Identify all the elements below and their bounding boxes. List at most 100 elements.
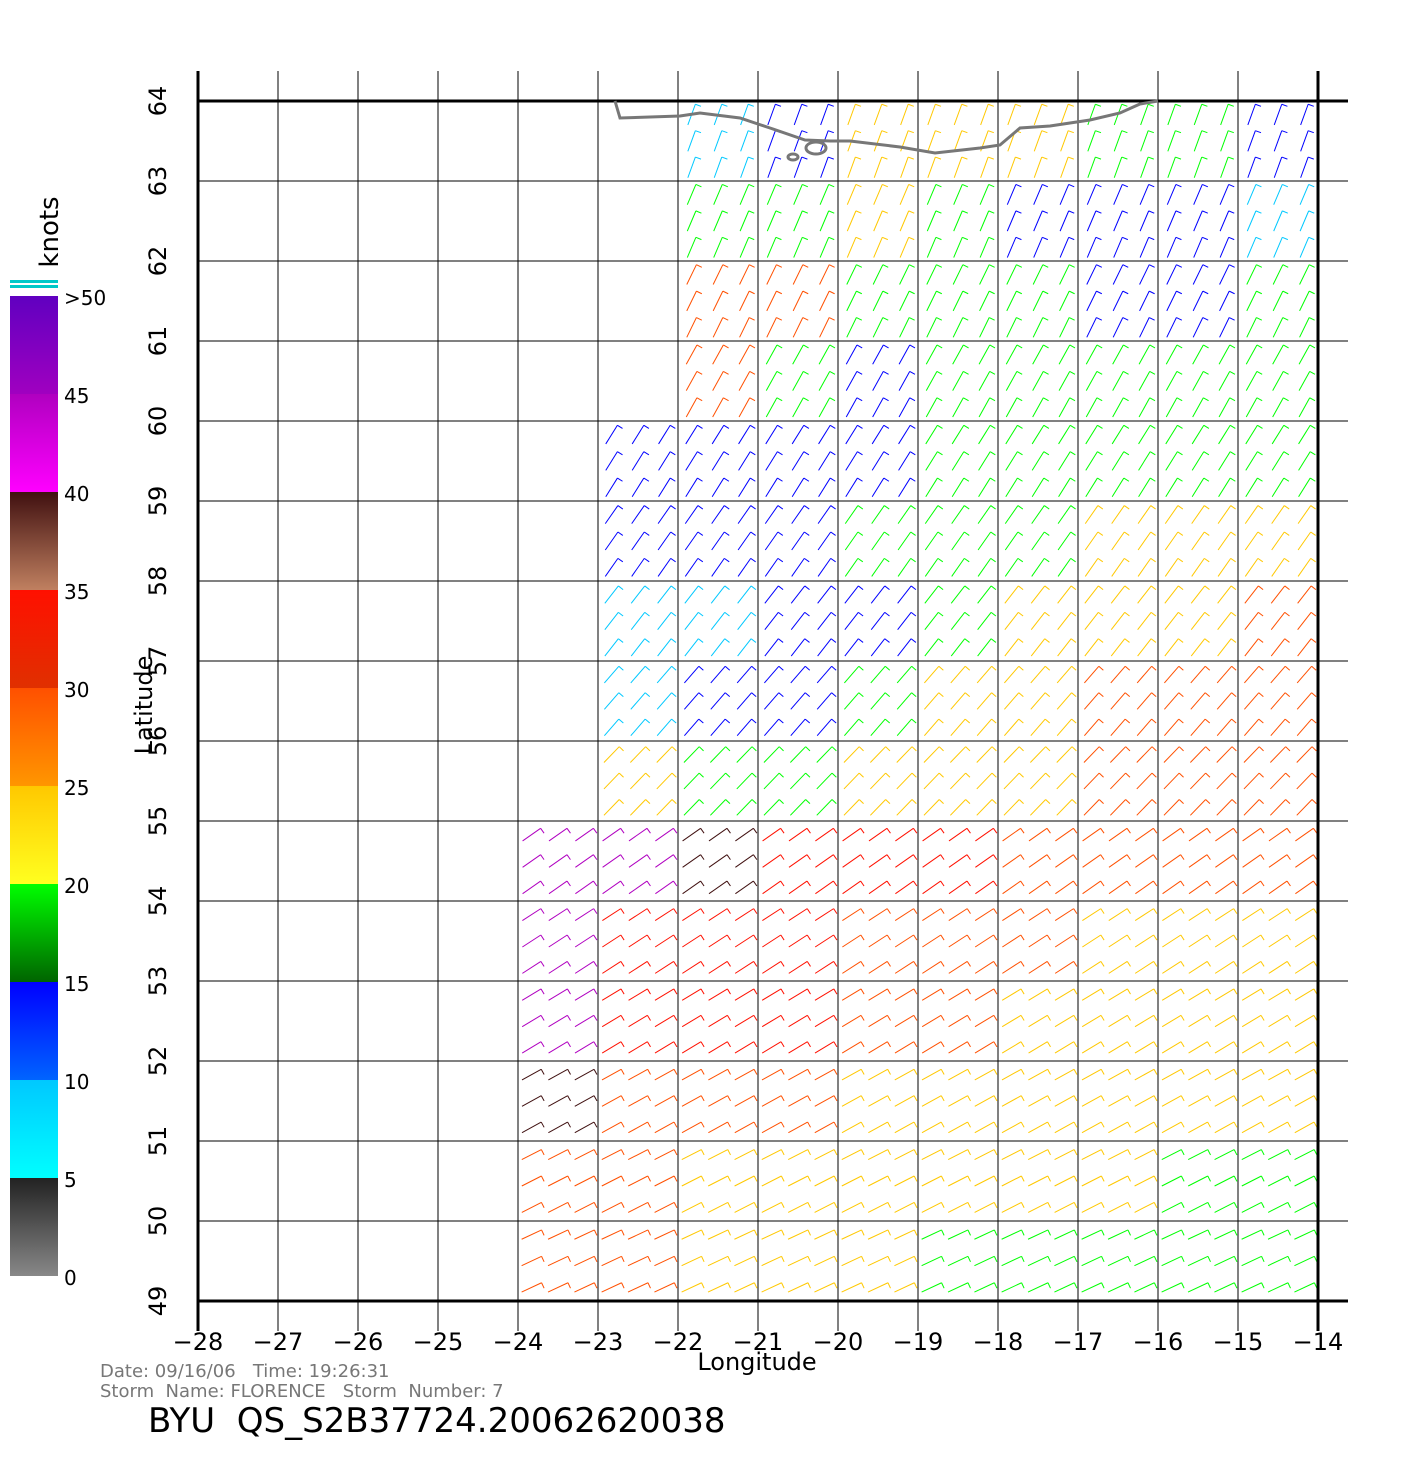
- wind-barb-tick: [1286, 828, 1291, 834]
- wind-barb: [1241, 1068, 1262, 1081]
- wind-barb-tick: [778, 718, 784, 724]
- wind-barb: [655, 827, 674, 842]
- wind-barb: [1054, 934, 1074, 948]
- wind-barb: [1161, 1014, 1182, 1028]
- wind-barb: [1004, 612, 1019, 630]
- wind-barb: [686, 264, 697, 285]
- wind-barb: [1217, 638, 1232, 657]
- wind-barb: [629, 799, 647, 816]
- wind-barb: [628, 988, 648, 1001]
- wind-barb-tick: [1018, 746, 1024, 752]
- wind-barb-tick: [886, 934, 891, 941]
- wind-barb: [978, 477, 991, 497]
- wind-barb: [1190, 638, 1206, 657]
- wind-barb-tick: [1125, 772, 1131, 778]
- wind-barb-tick: [1124, 557, 1130, 563]
- wind-barb-tick: [1017, 424, 1023, 429]
- wind-barb: [1241, 1149, 1262, 1161]
- wind-barb: [713, 237, 723, 258]
- wind-barb: [708, 1014, 728, 1028]
- wind-barb-tick: [780, 908, 785, 914]
- wind-barb: [1294, 1201, 1315, 1213]
- wind-barb: [870, 718, 886, 737]
- wind-barb-tick: [1098, 638, 1104, 643]
- wind-barb: [1138, 344, 1151, 365]
- wind-barb: [708, 908, 728, 922]
- wind-barb-tick: [1045, 772, 1051, 778]
- wind-barb-tick: [962, 290, 969, 295]
- wind-barb: [1030, 638, 1046, 657]
- wind-barb-tick: [618, 665, 624, 671]
- wind-barb: [1219, 264, 1230, 285]
- wind-barb-tick: [935, 130, 942, 134]
- wind-barb: [1273, 104, 1283, 126]
- wind-barb: [1031, 425, 1045, 445]
- wind-barb: [974, 1121, 995, 1134]
- wind-barb: [951, 558, 965, 577]
- wind-barb: [1162, 854, 1181, 868]
- wind-barb-tick: [1260, 961, 1265, 967]
- wind-barb-tick: [1046, 934, 1051, 941]
- wind-barb-tick: [1257, 531, 1264, 536]
- wind-barb: [602, 854, 621, 868]
- wind-barb-tick: [1153, 854, 1158, 860]
- wind-barb-tick: [753, 828, 758, 834]
- wind-barb: [1161, 1149, 1182, 1161]
- wind-barb: [872, 344, 884, 365]
- wind-barb-tick: [962, 184, 969, 188]
- wind-barb: [977, 531, 992, 551]
- x-tick-label: −24: [493, 1328, 544, 1356]
- wind-barb: [521, 1095, 542, 1107]
- wind-barb-tick: [807, 1175, 811, 1182]
- wind-barb-tick: [1309, 317, 1315, 321]
- wind-barb: [684, 638, 699, 657]
- wind-barb-tick: [1181, 1229, 1185, 1236]
- wind-barb: [1033, 156, 1043, 178]
- wind-barb-tick: [807, 988, 811, 995]
- wind-barb: [708, 880, 728, 895]
- wind-barb-tick: [858, 611, 864, 617]
- wind-barb: [681, 1121, 702, 1134]
- wind-barb: [737, 505, 752, 524]
- wind-barb: [979, 290, 990, 312]
- wind-barb-tick: [1017, 477, 1023, 482]
- wind-barb-tick: [1284, 585, 1290, 591]
- colorbar-segment: [10, 884, 58, 982]
- wind-barb: [547, 1282, 569, 1293]
- wind-barb: [1137, 531, 1152, 551]
- wind-barb: [1032, 264, 1044, 285]
- wind-barb: [605, 451, 618, 471]
- wind-barb: [684, 612, 699, 630]
- wind-barb-tick: [1126, 880, 1131, 887]
- wind-barb-tick: [1309, 397, 1316, 402]
- wind-barb-tick: [1256, 344, 1263, 349]
- wind-barb: [1113, 156, 1123, 178]
- wind-barb-tick: [806, 854, 811, 860]
- wind-barb: [948, 880, 968, 895]
- wind-barb: [734, 934, 754, 948]
- wind-barb: [817, 505, 832, 524]
- wind-barb-tick: [1068, 184, 1075, 188]
- wind-barb: [978, 344, 991, 365]
- wind-barb-tick: [748, 236, 755, 241]
- wind-barb: [1294, 1255, 1315, 1267]
- wind-barb-tick: [807, 1041, 811, 1048]
- wind-barb: [761, 988, 782, 1001]
- wind-barb: [1214, 1149, 1235, 1161]
- wind-barb: [683, 799, 700, 816]
- wind-barb: [1245, 477, 1258, 497]
- wind-barb: [686, 290, 697, 312]
- wind-barb: [1134, 1255, 1155, 1267]
- wind-barb: [924, 665, 940, 684]
- wind-barb-tick: [1047, 988, 1051, 995]
- wind-barb-tick: [1256, 370, 1263, 375]
- wind-barb-tick: [1153, 988, 1158, 995]
- wind-barb-tick: [858, 799, 864, 805]
- wind-barb-tick: [1121, 103, 1128, 107]
- wind-barb-tick: [540, 1095, 545, 1102]
- wind-barb: [814, 1255, 835, 1267]
- wind-barb: [1294, 1014, 1315, 1028]
- wind-barb: [713, 210, 723, 232]
- wind-barb-tick: [881, 103, 888, 107]
- wind-barb-tick: [1313, 1256, 1318, 1263]
